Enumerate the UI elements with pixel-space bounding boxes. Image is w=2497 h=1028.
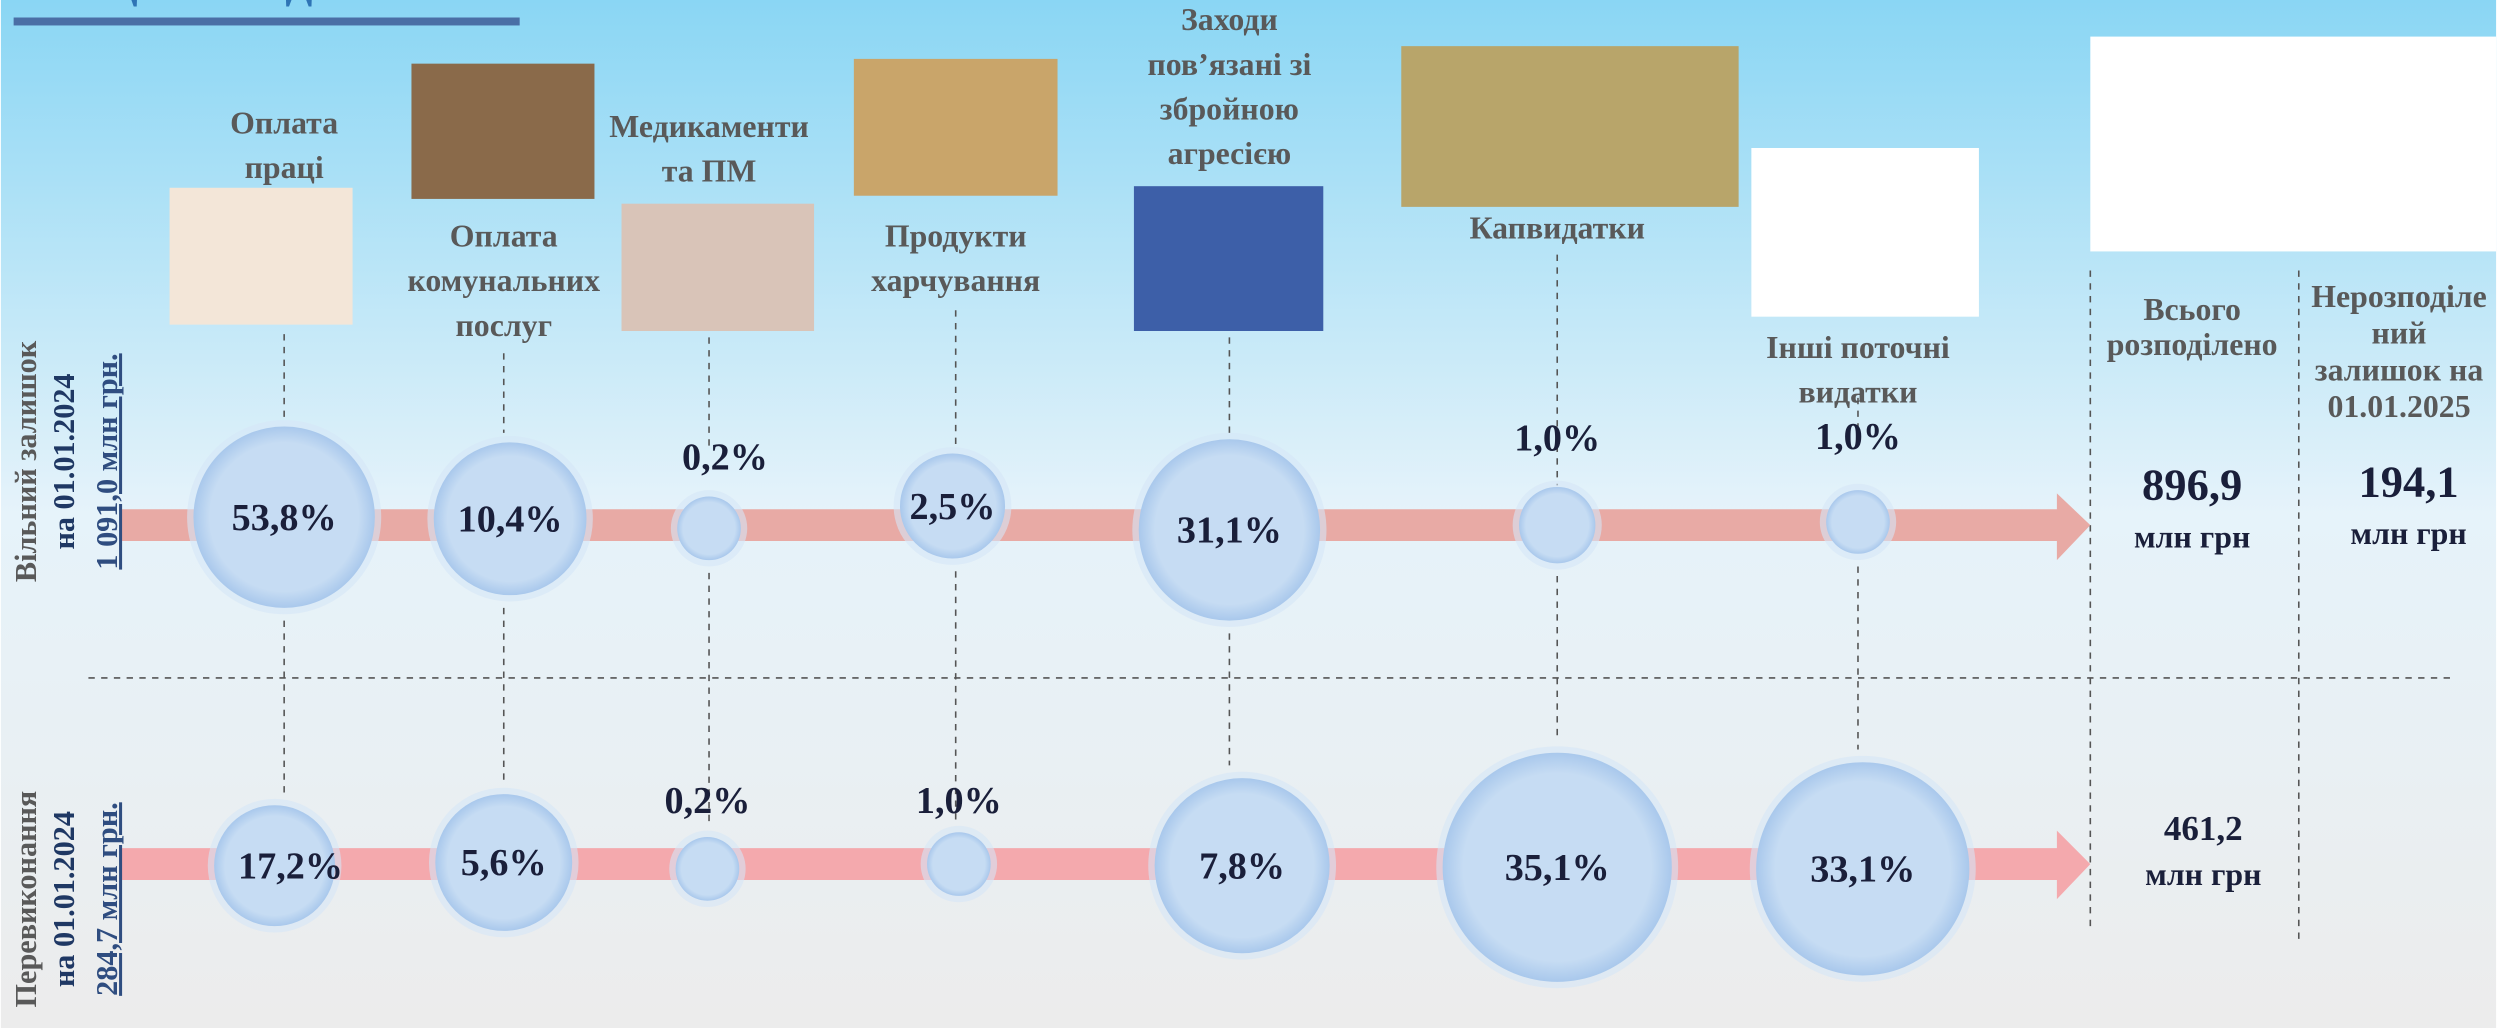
share: 10,4%	[458, 499, 563, 541]
share: 0,2%	[682, 436, 768, 478]
share: 0,2%	[664, 780, 750, 822]
label-line: послуг	[455, 308, 552, 343]
label-line: ний	[2372, 316, 2427, 351]
row-label: Перевиконання	[9, 791, 43, 1008]
bubble	[899, 453, 1006, 559]
bubble	[214, 805, 336, 927]
share: 33,1%	[1810, 849, 1915, 891]
label-line: Оплата	[230, 106, 338, 141]
image	[1401, 46, 1739, 207]
label-line: Медикаменти	[609, 109, 809, 144]
label-line: Нерозподіле	[2311, 279, 2486, 314]
share: 1,0%	[1815, 416, 1901, 458]
image	[621, 203, 815, 331]
bubble	[1519, 486, 1596, 564]
image	[411, 63, 595, 199]
label-line: розподілено	[2107, 327, 2278, 362]
share: 7,8%	[1199, 845, 1285, 887]
row-label: на 01.01.2024	[47, 811, 81, 987]
label-line: Капвидатки	[1469, 211, 1644, 246]
label-line: агресією	[1168, 136, 1292, 171]
unit: млн грн	[2350, 516, 2466, 551]
title-underline	[13, 17, 520, 26]
bubble	[1756, 762, 1970, 976]
bubble	[193, 426, 375, 608]
label-line: 01.01.2025	[2327, 389, 2470, 424]
bubble	[927, 832, 991, 896]
label-line: праці	[245, 150, 324, 185]
share: 1,0%	[1514, 417, 1600, 459]
label-line: Інші поточні	[1766, 330, 1950, 365]
total: 896,9	[2142, 460, 2242, 510]
unit: млн грн	[2145, 857, 2261, 892]
row-label: 1 091,0 млн грн.	[90, 353, 124, 569]
bubble	[435, 794, 573, 931]
row-label: Вільний залишок	[9, 340, 43, 582]
label-line: залишок на	[2315, 352, 2484, 387]
image	[853, 58, 1058, 196]
label-line: харчування	[871, 263, 1040, 298]
row-label: 284,7 млн грн.	[90, 802, 124, 996]
image	[2090, 36, 2497, 252]
arrow	[120, 830, 2091, 900]
image	[1133, 186, 1324, 331]
label-line: пов’язані зі	[1147, 47, 1311, 82]
title: Місцеві бюджети	[17, 0, 433, 9]
bubble	[1826, 490, 1890, 554]
label-line: Продукти	[885, 219, 1027, 254]
row-label: на 01.01.2024	[47, 373, 81, 549]
label-line: видатки	[1798, 375, 1917, 410]
bubble	[677, 496, 741, 561]
total: 461,2	[2164, 809, 2243, 848]
share: 53,8%	[232, 497, 337, 539]
bubble	[675, 837, 740, 901]
share: 5,6%	[461, 842, 547, 884]
share: 17,2%	[238, 845, 343, 887]
label-line: Оплата	[450, 219, 558, 254]
share: 1,0%	[916, 780, 1002, 822]
image	[1751, 147, 1979, 317]
label-line: комунальних	[407, 263, 600, 298]
image	[169, 187, 353, 325]
bubble	[433, 442, 587, 596]
label-line: та ПМ	[662, 153, 757, 188]
share: 2,5%	[910, 486, 996, 528]
bubble	[1138, 439, 1321, 621]
bubble	[1442, 752, 1672, 982]
share: 31,1%	[1177, 510, 1282, 552]
label-line: Всього	[2143, 292, 2241, 327]
total: 194,1	[2358, 456, 2458, 506]
unit: млн грн	[2134, 519, 2250, 554]
bubble	[1154, 778, 1330, 954]
label-line: збройною	[1160, 91, 1299, 126]
label-line: Заходи	[1181, 2, 1278, 37]
share: 35,1%	[1505, 847, 1610, 889]
